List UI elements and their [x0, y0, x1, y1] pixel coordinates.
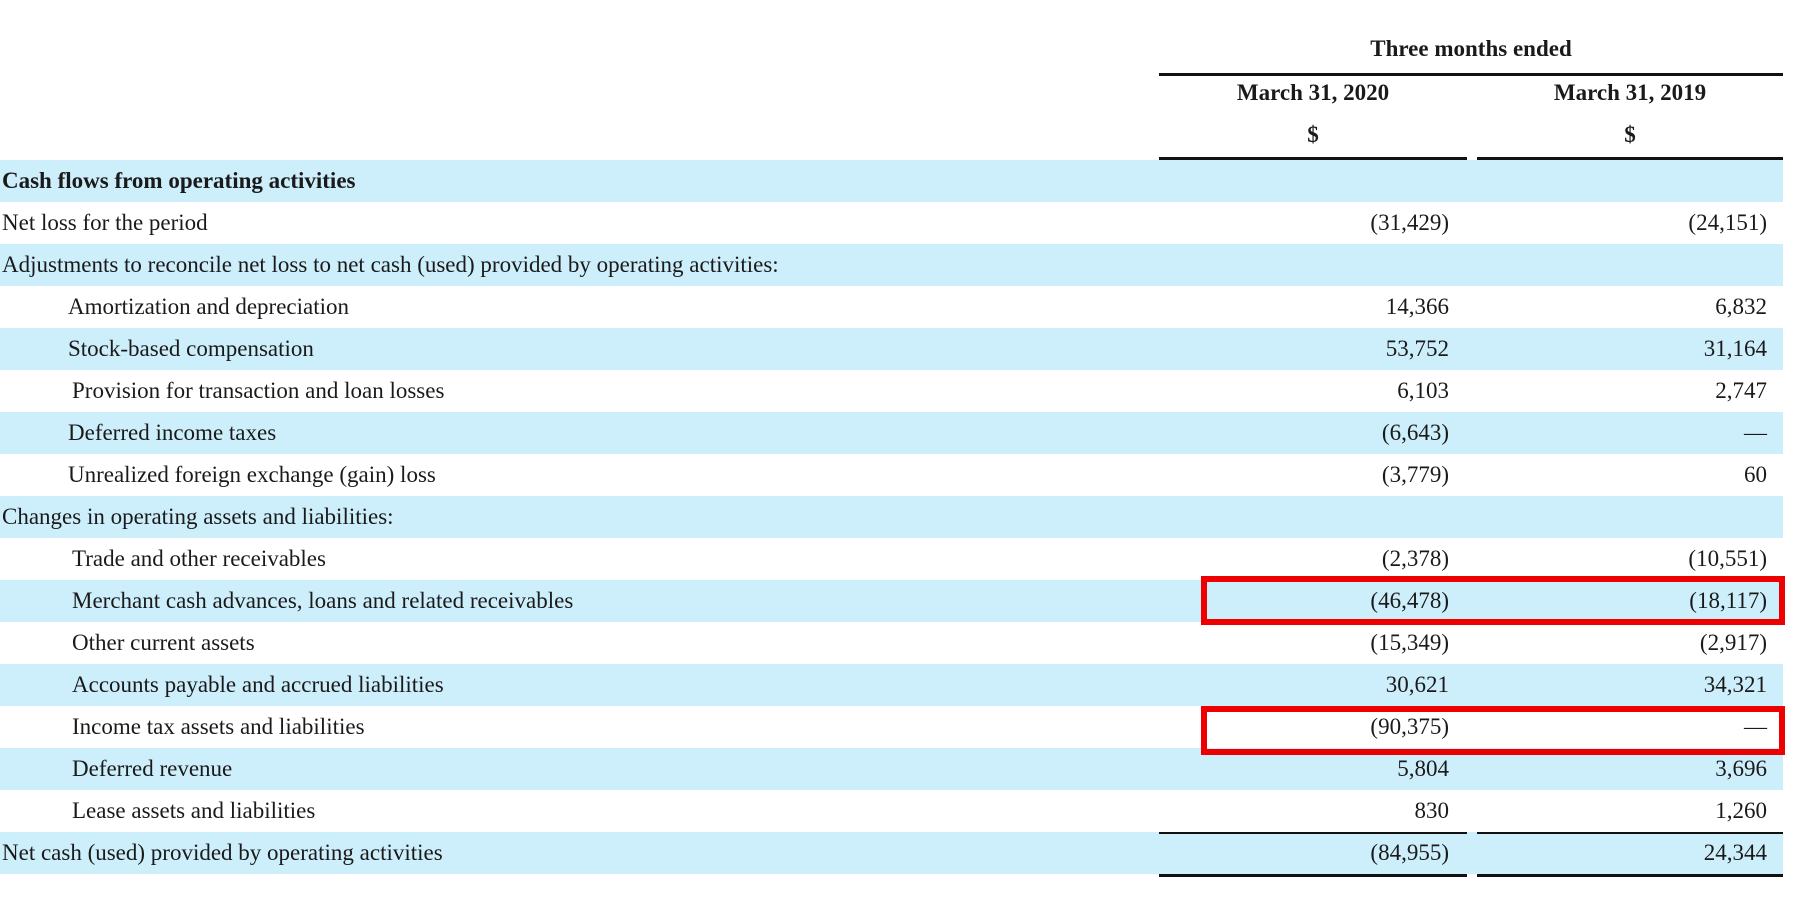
- value-2020: 6,103: [1397, 378, 1449, 403]
- row-label: Changes in operating assets and liabilit…: [2, 504, 394, 529]
- table-row: Amortization and depreciation 14,366 6,8…: [0, 286, 1783, 328]
- value-2019: (24,151): [1688, 210, 1767, 235]
- column-header-2019: March 31, 2019: [1553, 80, 1707, 105]
- value-2020: (90,375): [1370, 714, 1449, 739]
- table-row: Unrealized foreign exchange (gain) loss …: [0, 454, 1783, 496]
- table-row: Income tax assets and liabilities (90,37…: [0, 706, 1783, 748]
- value-2019: 6,832: [1715, 294, 1767, 319]
- value-2019: 1,260: [1715, 798, 1767, 823]
- subtotal-rule-2019: [1477, 832, 1783, 834]
- header-rule: [1159, 73, 1783, 76]
- period-header: Three months ended: [1370, 36, 1572, 61]
- table-row: Trade and other receivables (2,378) (10,…: [0, 538, 1783, 580]
- value-2020: (46,478): [1370, 588, 1449, 613]
- row-label: Deferred income taxes: [68, 420, 277, 445]
- row-label: Other current assets: [72, 630, 255, 655]
- value-2019: (2,917): [1699, 630, 1767, 655]
- subtotal-rule-2020: [1159, 832, 1467, 834]
- value-2020: 30,621: [1385, 672, 1449, 697]
- value-2019: (10,551): [1688, 546, 1767, 571]
- highlight-box-merchant-advances: [1201, 576, 1785, 625]
- value-2019: 3,696: [1715, 756, 1767, 781]
- value-2020: (2,378): [1381, 546, 1449, 571]
- currency-label-2019: $: [1624, 122, 1636, 147]
- row-label: Provision for transaction and loan losse…: [72, 378, 445, 403]
- row-label: Stock-based compensation: [68, 336, 314, 361]
- table-row: Deferred income taxes (6,643) —: [0, 412, 1783, 454]
- value-2020: (3,779): [1381, 462, 1449, 487]
- statement-table: Cash flows from operating activities Net…: [0, 160, 1783, 874]
- value-2019: 34,321: [1703, 672, 1767, 697]
- table-row: Net loss for the period (31,429) (24,151…: [0, 202, 1783, 244]
- table-row: Other current assets (15,349) (2,917): [0, 622, 1783, 664]
- section-heading-row: Cash flows from operating activities: [0, 160, 1783, 202]
- row-label: Accounts payable and accrued liabilities: [72, 672, 444, 697]
- total-row: Net cash (used) provided by operating ac…: [0, 832, 1783, 874]
- value-2019: 31,164: [1703, 336, 1767, 361]
- value-2020: (15,349): [1370, 630, 1449, 655]
- row-label: Adjustments to reconcile net loss to net…: [2, 252, 779, 277]
- value-2019: (18,117): [1689, 588, 1767, 613]
- value-2020: 53,752: [1385, 336, 1449, 361]
- highlight-box-income-tax: [1201, 706, 1785, 755]
- table-row: Lease assets and liabilities 830 1,260: [0, 790, 1783, 832]
- total-rule-2020: [1159, 874, 1467, 877]
- row-label: Net cash (used) provided by operating ac…: [2, 840, 443, 865]
- row-label: Lease assets and liabilities: [72, 798, 316, 823]
- column-rule-2020: [1159, 157, 1467, 160]
- value-2019: —: [1744, 420, 1767, 445]
- value-2019: 2,747: [1715, 378, 1767, 403]
- row-label: Income tax assets and liabilities: [72, 714, 365, 739]
- row-label: Deferred revenue: [72, 756, 233, 781]
- table-row: Accounts payable and accrued liabilities…: [0, 664, 1783, 706]
- row-label: Unrealized foreign exchange (gain) loss: [68, 462, 436, 487]
- value-2019: —: [1744, 714, 1767, 739]
- value-2020: 5,804: [1397, 756, 1449, 781]
- row-label: Merchant cash advances, loans and relate…: [72, 588, 574, 613]
- value-2020: (6,643): [1381, 420, 1449, 445]
- value-2020: 14,366: [1385, 294, 1449, 319]
- total-rule-2019: [1477, 874, 1783, 877]
- column-header-2020: March 31, 2020: [1236, 80, 1390, 105]
- row-label: Cash flows from operating activities: [2, 168, 356, 193]
- value-2019: 24,344: [1703, 840, 1767, 865]
- value-2019: 60: [1744, 462, 1767, 487]
- currency-label-2020: $: [1307, 122, 1319, 147]
- table-row: Provision for transaction and loan losse…: [0, 370, 1783, 412]
- subheading-row: Adjustments to reconcile net loss to net…: [0, 244, 1783, 286]
- table-row: Deferred revenue 5,804 3,696: [0, 748, 1783, 790]
- row-label: Trade and other receivables: [72, 546, 326, 571]
- subheading-row: Changes in operating assets and liabilit…: [0, 496, 1783, 538]
- value-2020: (84,955): [1370, 840, 1449, 865]
- table-row: Merchant cash advances, loans and relate…: [0, 580, 1783, 622]
- row-label: Net loss for the period: [2, 210, 208, 235]
- row-label: Amortization and depreciation: [68, 294, 350, 319]
- table-row: Stock-based compensation 53,752 31,164: [0, 328, 1783, 370]
- value-2020: (31,429): [1370, 210, 1449, 235]
- value-2020: 830: [1414, 798, 1450, 823]
- column-rule-2019: [1477, 157, 1783, 160]
